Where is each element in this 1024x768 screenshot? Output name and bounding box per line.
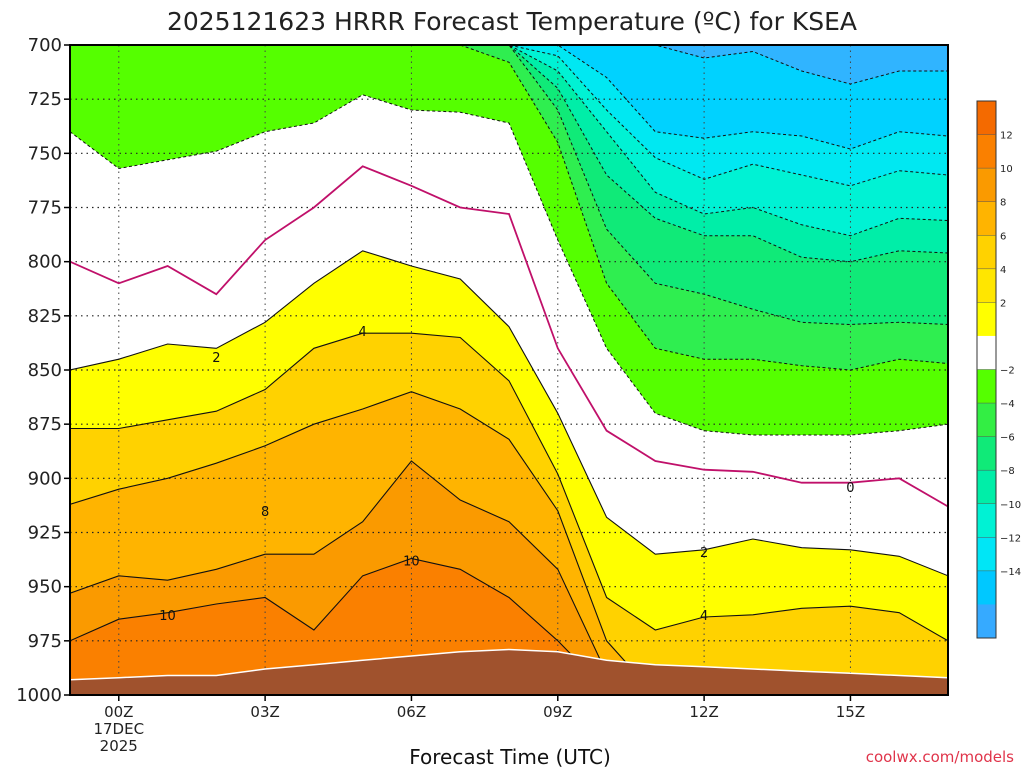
colorbar-segment xyxy=(977,503,996,538)
colorbar-tick-label: 6 xyxy=(1000,231,1006,242)
colorbar-segment xyxy=(977,570,996,605)
x-tick-label: 12Z xyxy=(689,703,718,721)
y-tick-label: 900 xyxy=(28,468,62,489)
y-tick-label: 725 xyxy=(28,89,62,110)
y-tick-label: 950 xyxy=(28,577,62,598)
contour-label: 2 xyxy=(212,351,220,366)
isotherm-tm16 xyxy=(70,45,948,85)
x-tick-label: 03Z xyxy=(250,703,279,721)
ground-surface xyxy=(70,649,948,695)
y-tick-label: 825 xyxy=(28,306,62,327)
fill-minus16-to-minus14 xyxy=(70,45,948,149)
plot-area: 2 4 8 10 10 2 4 0 xyxy=(69,44,949,696)
contour-label: 4 xyxy=(700,609,708,624)
contour-label: 10 xyxy=(159,609,176,624)
colorbar-segment xyxy=(977,101,996,136)
colorbar-segment xyxy=(977,235,996,270)
contour-label: 10 xyxy=(403,555,420,570)
y-tick-label: 800 xyxy=(28,252,62,273)
y-tick-label: 750 xyxy=(28,143,62,164)
colorbar-tick-label: −2 xyxy=(1000,366,1015,377)
y-tick-label: 925 xyxy=(28,523,62,544)
x-tick-label: 15Z xyxy=(836,703,865,721)
colorbar-segment xyxy=(977,436,996,471)
isotherm-2 xyxy=(70,250,948,577)
colorbar-segment xyxy=(977,134,996,169)
y-tick-label: 775 xyxy=(28,198,62,219)
colorbar: 12 10 8 6 4 2 −2 −4 −6 −8 −10 −12 −14 xyxy=(976,100,1021,639)
credit-text[interactable]: coolwx.com/models xyxy=(866,748,1014,766)
colorbar-tick-label: −6 xyxy=(1000,433,1015,444)
isotherm-tm14 xyxy=(70,45,948,150)
isotherm-8 xyxy=(70,460,948,695)
colorbar-segment xyxy=(977,537,996,572)
colorbar-segment xyxy=(977,268,996,303)
colorbar-segment xyxy=(977,604,996,639)
isotherm-tm2 xyxy=(70,94,948,436)
contour-label: 8 xyxy=(261,505,269,520)
contour-label: 2 xyxy=(700,546,708,561)
isotherm-4 xyxy=(70,332,948,642)
x-axis-label: Forecast Time (UTC) xyxy=(409,745,611,768)
colorbar-tick-label: 8 xyxy=(1000,198,1006,209)
colorbar-segment xyxy=(977,470,996,505)
x-tick-sublabel: 17DEC xyxy=(93,720,144,738)
isotherm-tm4 xyxy=(70,45,948,371)
colorbar-tick-label: −4 xyxy=(1000,399,1015,410)
colorbar-tick-label: 2 xyxy=(1000,298,1006,309)
colorbar-tick-label: 12 xyxy=(1000,131,1013,142)
isotherm-10 xyxy=(70,557,948,695)
colorbar-tick-label: −8 xyxy=(1000,466,1015,477)
contour-label: 4 xyxy=(359,325,367,340)
colorbar-segment xyxy=(977,403,996,438)
x-tick-label: 06Z xyxy=(397,703,426,721)
y-tick-label: 850 xyxy=(28,360,62,381)
colorbar-segment xyxy=(977,201,996,236)
contour-label: 0 xyxy=(846,481,854,496)
x-tick-sublabel: 2025 xyxy=(100,737,138,755)
y-tick-label: 1000 xyxy=(16,685,62,706)
grid-lines xyxy=(70,45,948,695)
ground-edge xyxy=(70,648,948,681)
colorbar-tick-label: 10 xyxy=(1000,164,1013,175)
isotherm-6 xyxy=(70,391,948,695)
colorbar-segment xyxy=(977,168,996,203)
colorbar-tick-label: −12 xyxy=(1000,533,1021,544)
colorbar-segment xyxy=(977,369,996,404)
y-tick-label: 875 xyxy=(28,414,62,435)
colorbar-tick-label: −10 xyxy=(1000,500,1021,511)
colorbar-segment xyxy=(977,302,996,337)
x-tick-label: 00Z xyxy=(104,703,133,721)
y-tick-label: 700 xyxy=(28,35,62,56)
colorbar-tick-label: −14 xyxy=(1000,567,1021,578)
chart-title: 2025121623 HRRR Forecast Temperature (ºC… xyxy=(167,7,857,36)
y-axis: 700 725 750 775 800 825 850 875 900 925 950 975 1000 xyxy=(16,35,70,706)
isotherm-0 xyxy=(70,165,948,508)
isotherm-tm10 xyxy=(70,45,948,237)
colorbar-segment xyxy=(977,335,996,370)
x-tick-label: 09Z xyxy=(543,703,572,721)
y-tick-label: 975 xyxy=(28,631,62,652)
colorbar-tick-label: 4 xyxy=(1000,265,1006,276)
